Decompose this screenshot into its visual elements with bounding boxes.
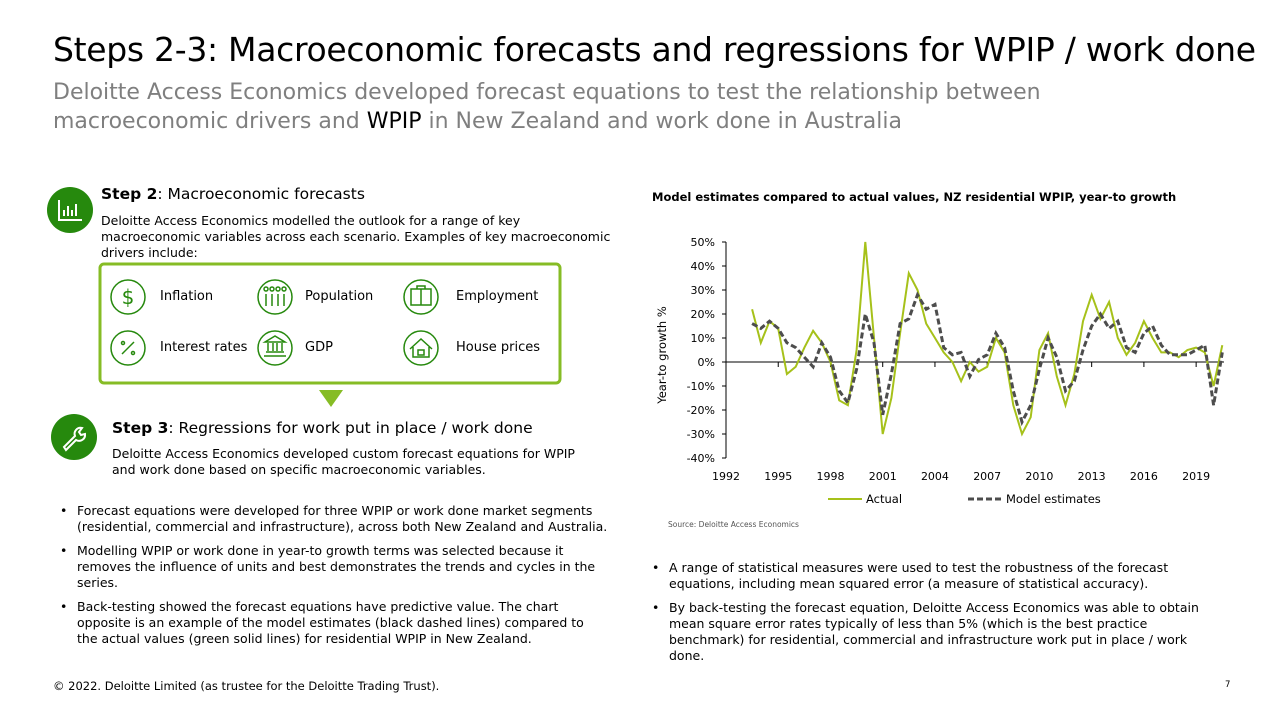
x-tick-label: 2004: [921, 470, 949, 483]
slide-title: Steps 2-3: Macroeconomic forecasts and r…: [53, 30, 1256, 69]
chart-source: Source: Deloitte Access Economics: [668, 520, 799, 529]
driver-label: Interest rates: [160, 340, 248, 355]
bullet: By back-testing the forecast equation, D…: [652, 600, 1222, 664]
legend-label: Model estimates: [1006, 492, 1101, 506]
legend-label: Actual: [866, 492, 902, 506]
wrench-icon: [62, 426, 87, 452]
left-bullets: Forecast equations were developed for th…: [60, 503, 608, 655]
driver-label: House prices: [456, 340, 540, 355]
chart-title: Model estimates compared to actual value…: [652, 190, 1176, 204]
arrow-down: [319, 390, 343, 407]
series-line: [751, 241, 1224, 437]
bullet: A range of statistical measures were use…: [652, 560, 1222, 592]
step3-label: Step 3: [112, 419, 169, 437]
step2-heading: Step 2: Macroeconomic forecasts: [101, 185, 365, 203]
bullet: Modelling WPIP or work done in year-to g…: [60, 543, 608, 591]
page-number: 7: [1225, 680, 1231, 690]
subtitle-part: in New Zealand and work done in Australi…: [421, 109, 902, 134]
driver-icons: $: [110, 279, 439, 366]
drivers-box: [98, 262, 562, 385]
y-tick-label: -10%: [687, 380, 715, 393]
y-tick-label: 40%: [691, 260, 715, 273]
right-bullets: A range of statistical measures were use…: [652, 560, 1222, 672]
x-tick-label: 2013: [1078, 470, 1106, 483]
y-tick-label: -30%: [687, 428, 715, 441]
y-tick-label: 10%: [691, 332, 715, 345]
x-tick-label: 2019: [1182, 470, 1210, 483]
x-tick-label: 2010: [1025, 470, 1053, 483]
driver-label: Population: [305, 289, 374, 304]
chart: -40% -30% -20% -10% 0% 10% 20% 30% 40% 50% 1992 199…: [687, 236, 1224, 506]
step3-title: : Regressions for work put in place / wo…: [168, 419, 533, 437]
y-tick-label: 20%: [691, 308, 715, 321]
driver-label: Inflation: [160, 289, 214, 304]
step3-text: Deloitte Access Economics developed cust…: [112, 446, 575, 477]
x-tick-label: 1992: [712, 470, 740, 483]
footer-copyright: © 2022. Deloitte Limited (as trustee for…: [53, 679, 440, 693]
step2-title: : Macroeconomic forecasts: [157, 185, 365, 203]
y-tick-label: 50%: [691, 236, 715, 249]
step2-text: Deloitte Access Economics modelled the o…: [101, 213, 611, 260]
y-tick-label: -20%: [687, 404, 715, 417]
bullet: Forecast equations were developed for th…: [60, 503, 608, 535]
x-tick-label: 1998: [816, 470, 844, 483]
bullet: Back-testing showed the forecast equatio…: [60, 599, 608, 647]
driver-label: Employment: [456, 289, 539, 304]
chart-icon: [58, 200, 82, 221]
step3-heading: Step 3: Regressions for work put in plac…: [112, 419, 533, 437]
y-tick-label: -40%: [687, 452, 715, 465]
x-tick-label: 2016: [1130, 470, 1158, 483]
y-tick-label: 0%: [698, 356, 715, 369]
subtitle-part: WPIP: [366, 109, 422, 134]
step2-icon: [47, 187, 93, 233]
x-tick-label: 2001: [869, 470, 897, 483]
x-tick-label: 1995: [764, 470, 792, 483]
driver-label: GDP: [305, 340, 333, 355]
y-tick-label: 30%: [691, 284, 715, 297]
y-axis-label: Year-to growth %: [655, 306, 669, 405]
step2-label: Step 2: [101, 185, 158, 203]
x-tick-label: 2007: [973, 470, 1001, 483]
series-line: [751, 291, 1224, 427]
svg-text:$: $: [122, 285, 135, 309]
subtitle-part: Deloitte Access Economics developed fore…: [53, 80, 1041, 134]
subtitle: Deloitte Access Economics developed fore…: [53, 78, 1053, 136]
